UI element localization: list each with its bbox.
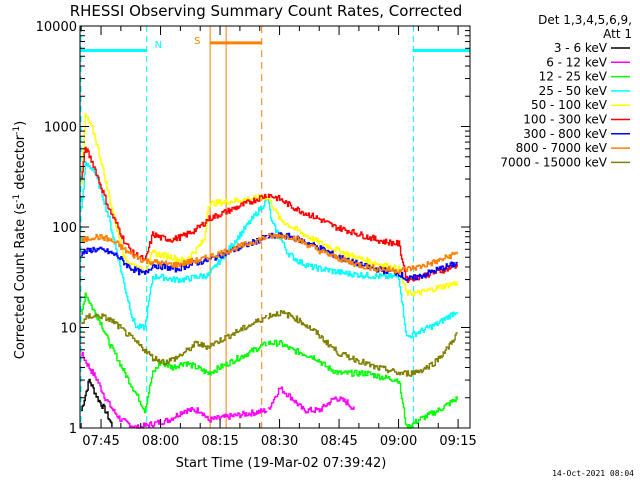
series-line <box>267 310 458 377</box>
series-line <box>267 193 458 283</box>
legend-header: Det 1,3,4,5,6,9, <box>538 13 632 27</box>
legend-label: 6 - 12 keV <box>546 55 608 69</box>
night-label: N <box>155 40 162 51</box>
legend-label: 100 - 300 keV <box>523 113 607 127</box>
series-layer <box>81 113 458 429</box>
legend-label: 12 - 25 keV <box>539 70 608 84</box>
legend-label: 7000 - 15000 keV <box>500 155 607 169</box>
y-tick-label: 100 <box>52 221 77 236</box>
legend-label: 300 - 800 keV <box>523 127 607 141</box>
x-tick-label: 08:30 <box>261 434 298 449</box>
x-tick-label: 08:15 <box>201 434 238 449</box>
y-axis-label: Corrected Count Rate (s-1 detector-1) <box>12 121 28 359</box>
series-line <box>267 339 458 429</box>
footer-date: 14-Oct-2021 08:04 <box>552 469 634 478</box>
series-line <box>81 233 268 268</box>
x-tick-label: 07:45 <box>82 434 119 449</box>
legend-header: Att 1 <box>603 27 632 41</box>
saa-label: S <box>194 36 200 47</box>
series-line <box>267 196 458 297</box>
y-label-part: ) <box>13 121 28 126</box>
series-line <box>81 292 268 414</box>
y-label-part: detector <box>13 134 28 194</box>
y-tick-label: 10 <box>60 322 77 337</box>
series-line <box>81 113 268 275</box>
series-line <box>267 199 458 339</box>
chart-title: RHESSI Observing Summary Count Rates, Co… <box>70 2 463 20</box>
y-label-part: Corrected Count Rate (s <box>13 203 28 360</box>
x-tick-label: 08:45 <box>320 434 357 449</box>
x-tick-label: 09:00 <box>380 434 417 449</box>
series-line <box>81 313 268 366</box>
y-tick-label: 1000 <box>44 121 77 136</box>
series-line <box>81 351 268 429</box>
axes-layer: 1 10 100 1000 10000 07:45 08:00 08:15 08:30 08:45… <box>36 20 477 449</box>
y-tick-label: 10000 <box>36 20 77 35</box>
series-line <box>267 386 355 414</box>
y-label-sup: -1 <box>12 194 22 203</box>
legend-label: 800 - 7000 keV <box>516 141 608 155</box>
y-tick-label: 1 <box>69 422 77 437</box>
legend-label: 3 - 6 keV <box>554 41 608 55</box>
legend-label: 50 - 100 keV <box>531 98 608 112</box>
series-line <box>81 146 268 262</box>
series-line <box>267 233 458 274</box>
x-axis-label: Start Time (19-Mar-02 07:39:42) <box>176 456 387 471</box>
series-line <box>81 378 113 428</box>
legend-label: 25 - 50 keV <box>539 84 608 98</box>
series-line <box>81 161 268 331</box>
y-label-sup: -1 <box>12 126 22 135</box>
x-tick-label: 09:15 <box>439 434 476 449</box>
x-tick-label: 08:00 <box>142 434 179 449</box>
